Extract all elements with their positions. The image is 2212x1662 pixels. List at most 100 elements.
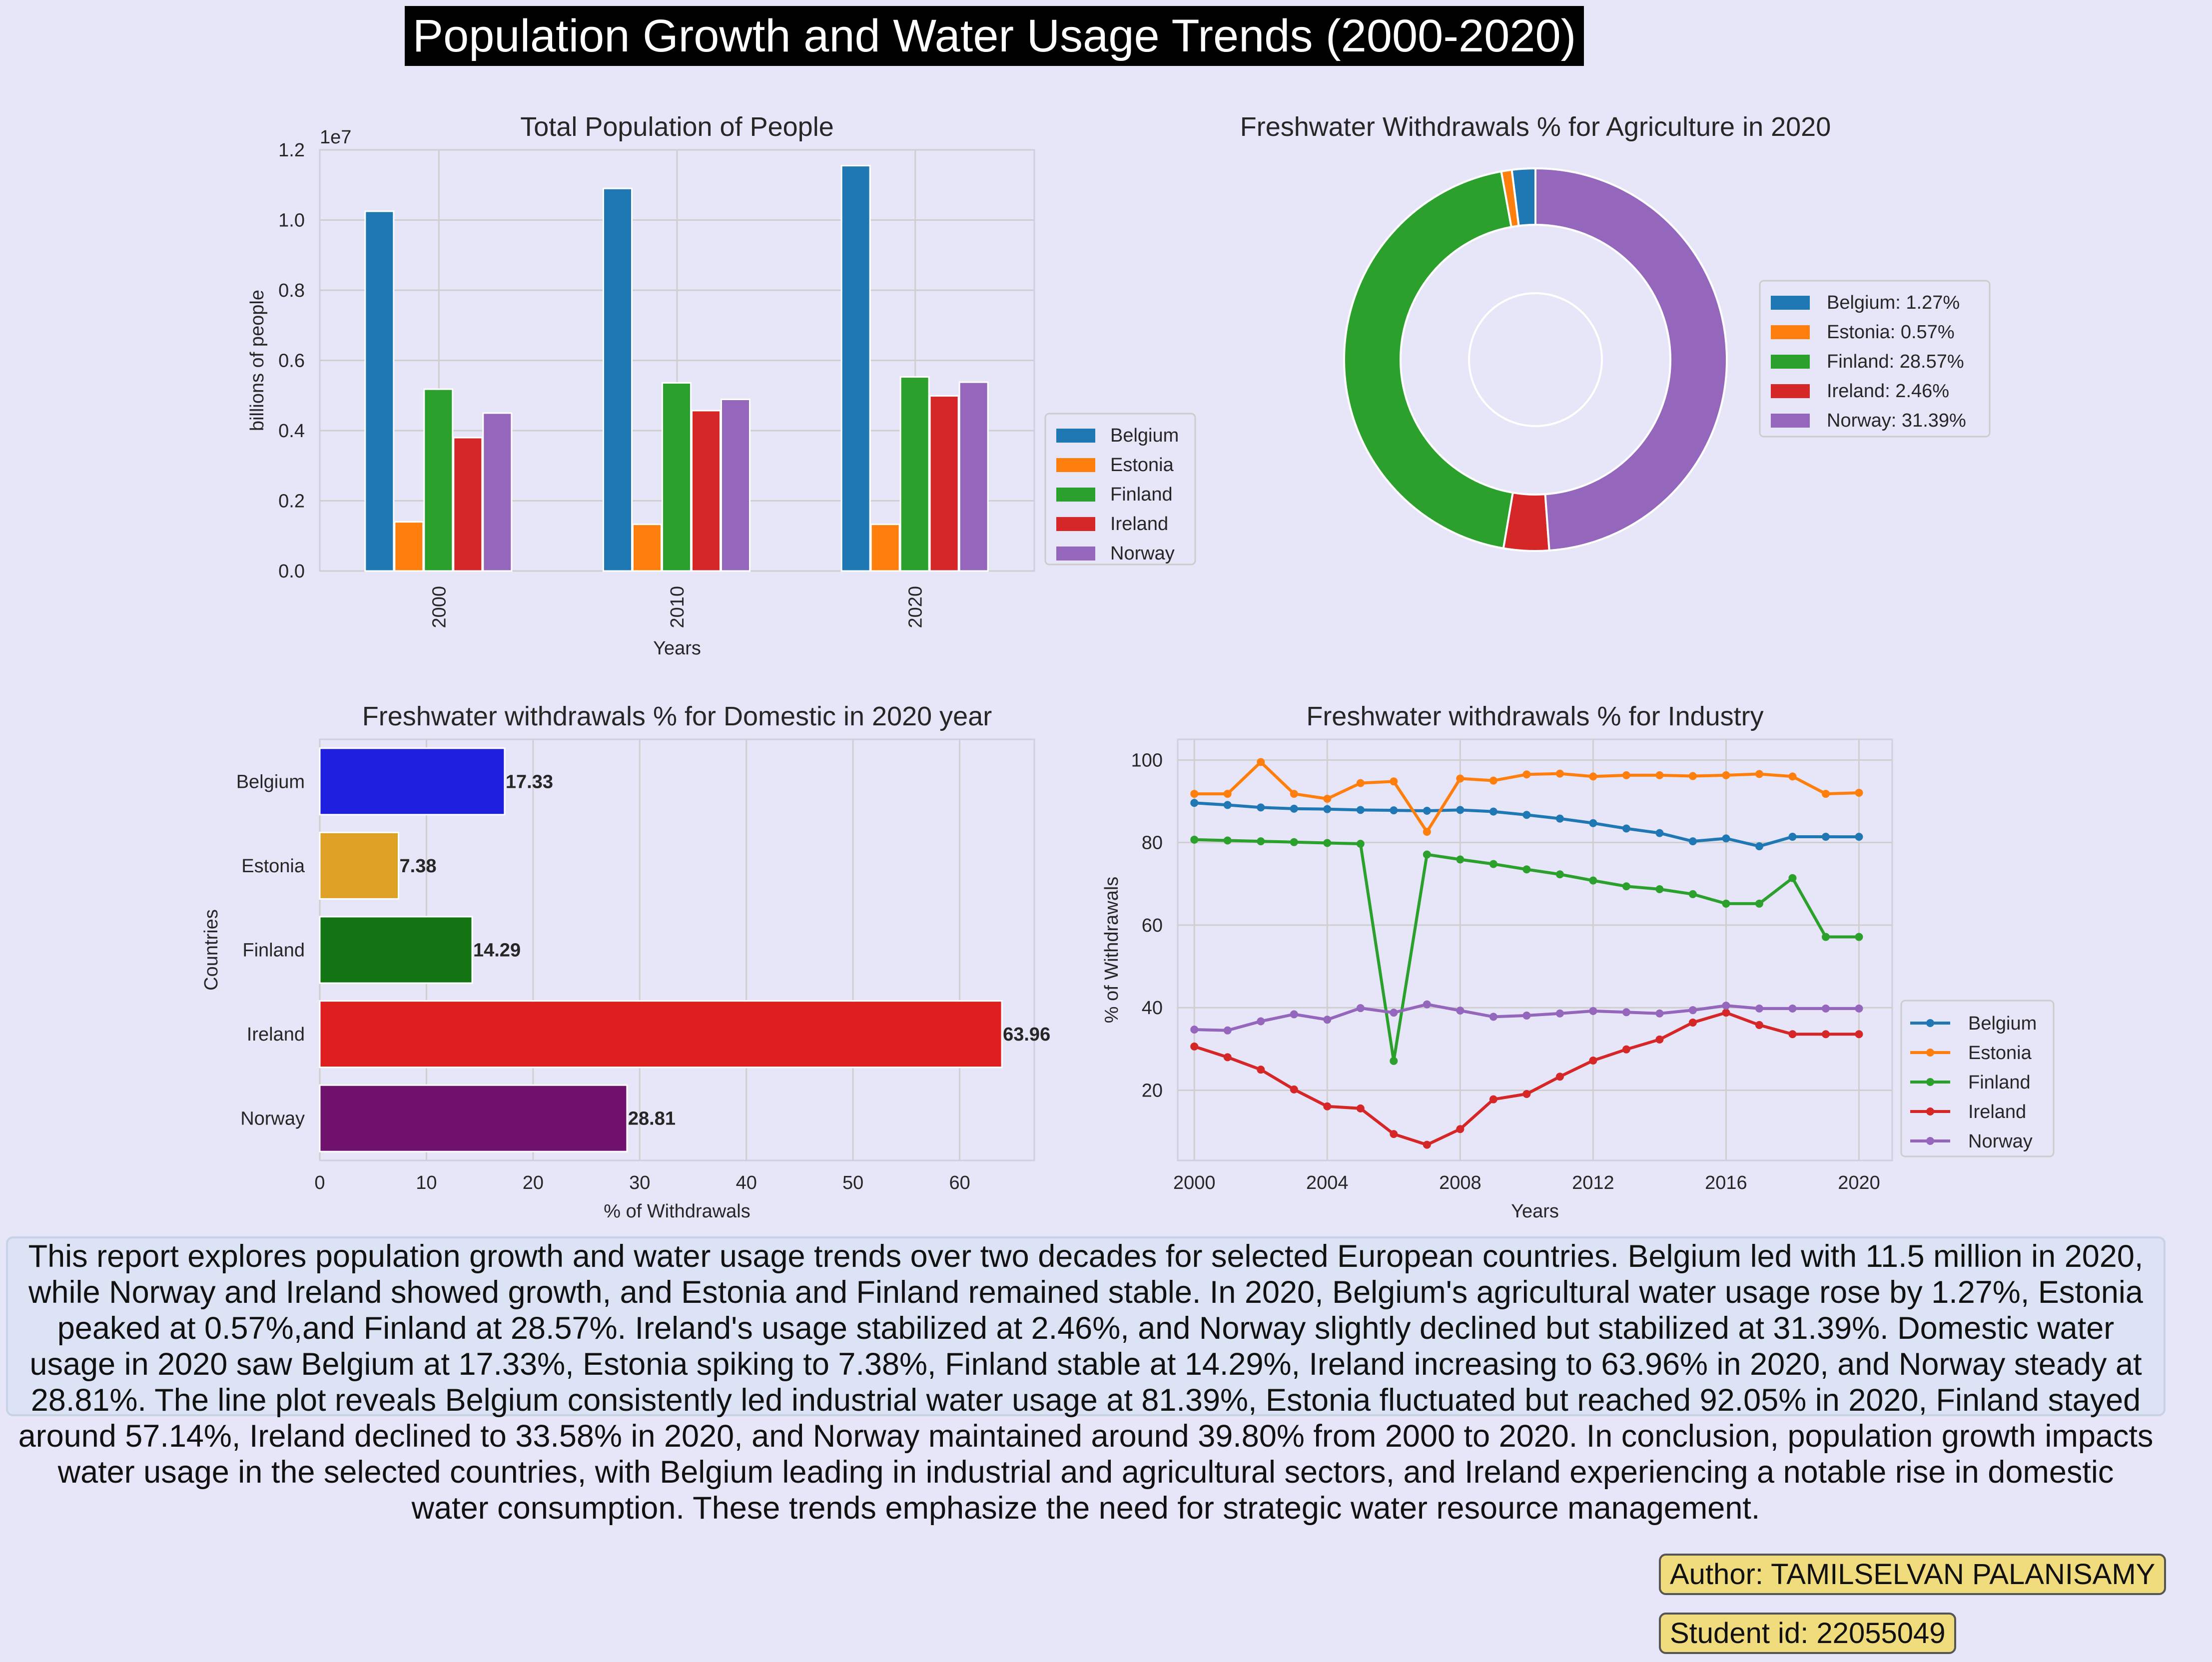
industry-point-estonia (1190, 790, 1199, 798)
industry-point-finland (1788, 874, 1797, 882)
industry-point-ireland (1456, 1125, 1465, 1133)
industry-point-finland (1190, 835, 1199, 844)
industry-point-belgium (1223, 801, 1232, 809)
population-bar-finland (662, 382, 692, 572)
domestic-y-axis-label: Countries (201, 909, 222, 991)
agriculture-slice-finland (1343, 170, 1514, 550)
industry-point-ireland (1489, 1095, 1497, 1104)
population-y-tick: 1.0 (278, 210, 305, 231)
population-legend-label: Finland (1110, 484, 1173, 505)
industry-point-belgium (1589, 819, 1597, 827)
industry-point-belgium (1522, 811, 1531, 819)
industry-point-norway (1855, 1004, 1863, 1013)
industry-point-belgium (1788, 833, 1797, 841)
industry-point-estonia (1821, 790, 1830, 798)
industry-point-belgium (1655, 829, 1664, 837)
industry-point-finland (1223, 836, 1232, 845)
industry-point-finland (1688, 890, 1697, 898)
industry-point-estonia (1456, 774, 1465, 783)
industry-plot-area (1177, 738, 1893, 1161)
industry-point-ireland (1821, 1030, 1830, 1039)
industry-point-estonia (1323, 795, 1332, 803)
industry-point-finland (1522, 865, 1531, 874)
industry-point-estonia (1655, 771, 1664, 779)
industry-point-belgium (1722, 834, 1730, 843)
summary-text: This report explores population growth a… (18, 1239, 2154, 1526)
population-y-axis-label: billions of people (247, 290, 268, 431)
population-y-tick: 0.8 (278, 280, 305, 301)
industry-point-belgium (1190, 799, 1199, 807)
industry-point-belgium (1356, 806, 1365, 814)
industry-point-finland (1622, 882, 1630, 891)
industry-point-finland (1390, 1057, 1398, 1065)
industry-legend-label: Ireland (1968, 1102, 2026, 1122)
domestic-y-tick: Estonia (241, 856, 305, 877)
industry-point-ireland (1755, 1021, 1763, 1029)
industry-point-finland (1555, 870, 1564, 879)
domestic-x-tick: 10 (416, 1172, 437, 1193)
industry-point-finland (1456, 855, 1465, 864)
domestic-x-axis-label: % of Withdrawals (604, 1201, 750, 1222)
industry-point-estonia (1290, 790, 1298, 798)
domestic-data-label: 28.81 (628, 1108, 676, 1129)
industry-point-ireland (1356, 1104, 1365, 1112)
industry-point-ireland (1323, 1102, 1332, 1110)
population-bar-norway (958, 381, 989, 572)
industry-point-estonia (1555, 769, 1564, 778)
domestic-data-label: 7.38 (400, 856, 437, 877)
industry-point-norway (1622, 1008, 1630, 1017)
industry-point-norway (1589, 1007, 1597, 1015)
student-id-badge: Student id: 22055049 (1659, 1613, 1957, 1654)
agriculture-legend-label: Norway: 31.39% (1827, 410, 1966, 431)
population-legend-label: Ireland (1110, 514, 1168, 535)
domestic-x-tick: 30 (629, 1172, 650, 1193)
industry-point-belgium (1755, 842, 1763, 851)
industry-point-belgium (1257, 803, 1265, 812)
domestic-bar-finland (319, 916, 473, 984)
agriculture-center-ring (1468, 292, 1603, 427)
population-bar-belgium (603, 187, 633, 572)
industry-x-tick: 2012 (1572, 1172, 1614, 1193)
population-legend-swatch (1056, 429, 1095, 443)
domestic-chart-title: Freshwater withdrawals % for Domestic in… (362, 701, 992, 731)
agriculture-chart-title: Freshwater Withdrawals % for Agriculture… (1240, 112, 1831, 142)
domestic-x-tick: 0 (314, 1172, 325, 1193)
domestic-y-tick: Ireland (247, 1024, 305, 1045)
agriculture-legend-swatch (1771, 355, 1810, 369)
population-y-tick: 0.2 (278, 491, 305, 512)
agriculture-legend-swatch (1771, 414, 1810, 428)
industry-point-estonia (1223, 790, 1232, 798)
industry-point-ireland (1522, 1090, 1531, 1098)
agriculture-legend-label: Ireland: 2.46% (1827, 381, 1949, 402)
industry-point-ireland (1290, 1085, 1298, 1094)
industry-legend-label: Belgium (1968, 1013, 2037, 1034)
industry-point-ireland (1688, 1018, 1697, 1027)
industry-legend (1900, 1000, 2055, 1157)
main-title: Population Growth and Water Usage Trends… (405, 6, 1584, 66)
domestic-x-tick: 20 (523, 1172, 544, 1193)
industry-point-finland (1821, 933, 1830, 941)
domestic-bar-estonia (319, 831, 400, 900)
population-bar-estonia (870, 524, 900, 572)
population-bar-norway (721, 398, 750, 572)
agriculture-legend-label: Estonia: 0.57% (1827, 322, 1955, 343)
industry-point-finland (1489, 860, 1497, 868)
industry-point-ireland (1722, 1009, 1730, 1017)
population-legend-label: Norway (1110, 543, 1175, 564)
industry-point-belgium (1555, 814, 1564, 823)
industry-point-norway (1456, 1006, 1465, 1015)
industry-y-tick: 100 (1131, 750, 1163, 771)
industry-point-estonia (1257, 758, 1265, 766)
industry-point-finland (1755, 899, 1763, 908)
agriculture-legend-label: Finland: 28.57% (1827, 351, 1964, 372)
industry-point-belgium (1456, 806, 1465, 814)
industry-y-axis-label: % of Withdrawals (1101, 877, 1122, 1024)
industry-point-finland (1323, 839, 1332, 847)
summary-box: This report explores population growth a… (6, 1236, 2166, 1526)
industry-point-norway (1655, 1009, 1664, 1018)
population-bar-belgium (364, 210, 395, 572)
industry-point-finland (1589, 876, 1597, 885)
industry-point-norway (1788, 1004, 1797, 1013)
domestic-bar-norway (319, 1084, 628, 1152)
domestic-y-tick: Belgium (236, 771, 305, 792)
